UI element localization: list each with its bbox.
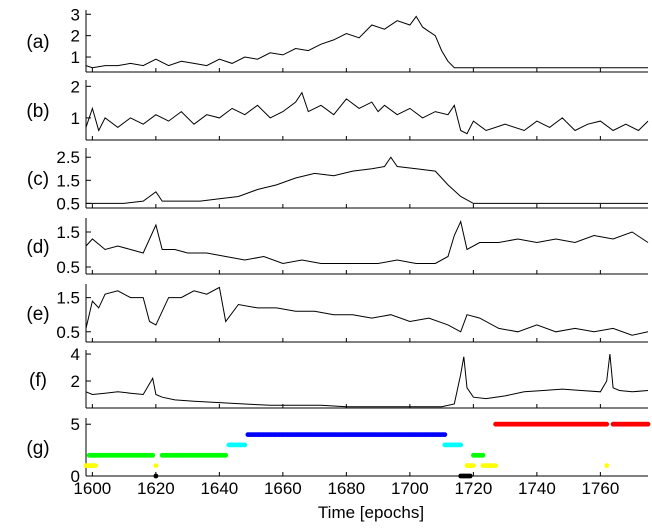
y-tick-label: 4 — [71, 345, 80, 364]
panel-f: (f) 2 4 — [29, 345, 649, 409]
panels: (a) 1 2 3 (b) 1 2 (c) 0.5 1.5 2.5 (d) 0.5 1.5 (e) 0.5 1.… — [26, 5, 651, 486]
y-tick-label: 0 — [71, 467, 80, 486]
state-point — [442, 432, 448, 437]
series-line — [85, 15, 648, 69]
state-segment — [153, 473, 159, 479]
panel-label: (c) — [27, 169, 49, 190]
state-point — [467, 473, 473, 479]
series-line — [85, 353, 649, 408]
panel-e: (e) 0.5 1.5 — [26, 284, 649, 343]
state-segment — [604, 463, 610, 468]
x-tick-label: 1760 — [581, 479, 619, 498]
state-point — [150, 452, 156, 458]
panel-label: (f) — [29, 370, 47, 391]
state-point — [93, 463, 98, 468]
x-tick-label: 1600 — [73, 479, 111, 498]
state-point — [458, 442, 464, 448]
y-tick-label: 2 — [71, 372, 80, 391]
y-tick-label: 0.5 — [56, 323, 80, 342]
y-tick-label: 2.5 — [56, 148, 80, 167]
y-tick-label: 1 — [71, 48, 80, 67]
panel-label: (b) — [26, 101, 49, 122]
x-tick-label: 1720 — [454, 479, 492, 498]
panel-g: (g) 0 5 — [26, 415, 651, 486]
series-line — [86, 156, 648, 204]
state-segment — [83, 463, 98, 468]
x-tick-label: 1700 — [391, 479, 429, 498]
state-segment — [245, 432, 448, 437]
y-tick-label: 2 — [71, 27, 80, 46]
panel-label: (d) — [26, 237, 49, 258]
state-segment — [153, 463, 159, 468]
y-tick-label: 1.5 — [56, 171, 80, 190]
state-point — [153, 473, 159, 479]
state-point — [604, 463, 610, 468]
y-tick-label: 0.5 — [56, 258, 80, 277]
x-tick-label: 1620 — [137, 479, 175, 498]
y-tick-label: 2 — [71, 77, 80, 96]
state-segment — [226, 442, 248, 448]
state-point — [480, 452, 486, 458]
y-tick-label: 5 — [71, 415, 80, 434]
y-tick-label: 3 — [71, 5, 80, 24]
panel-b: (b) 1 2 — [26, 77, 649, 141]
state-segment — [442, 442, 464, 448]
state-point — [223, 452, 229, 458]
state-segment — [464, 463, 476, 468]
y-tick-label: 1.5 — [56, 223, 80, 242]
state-point — [471, 463, 476, 468]
y-tick-label: 1.5 — [56, 289, 80, 308]
x-tick-label: 1640 — [200, 479, 238, 498]
y-tick-label: 0.5 — [56, 194, 80, 213]
panel-label: (g) — [26, 438, 49, 459]
panel-a: (a) 1 2 3 — [26, 5, 648, 73]
x-axis: 1600 1620 1640 1660 1680 1700 1720 1740 1760 — [73, 479, 619, 498]
state-point — [242, 442, 248, 448]
state-segment — [471, 452, 486, 458]
series-line — [85, 219, 649, 265]
x-axis-label: Time [epochs] — [318, 503, 424, 522]
panel-label: (e) — [26, 304, 49, 325]
state-point — [153, 463, 159, 468]
state-segment — [86, 452, 156, 458]
state-point — [645, 421, 651, 427]
state-point — [493, 463, 498, 468]
state-segment — [159, 452, 229, 458]
state-segment — [610, 421, 651, 427]
x-tick-label: 1680 — [327, 479, 365, 498]
state-segment — [458, 473, 473, 479]
series-line — [85, 286, 649, 336]
x-tick-label: 1660 — [264, 479, 302, 498]
panel-label: (a) — [26, 32, 49, 53]
state-point — [604, 421, 610, 427]
panel-c: (c) 0.5 1.5 2.5 — [27, 148, 648, 213]
state-segment — [480, 463, 498, 468]
series-line — [85, 91, 649, 135]
state-segment — [493, 421, 610, 427]
y-tick-label: 1 — [71, 109, 80, 128]
x-tick-label: 1740 — [518, 479, 556, 498]
panel-d: (d) 0.5 1.5 — [26, 218, 649, 277]
